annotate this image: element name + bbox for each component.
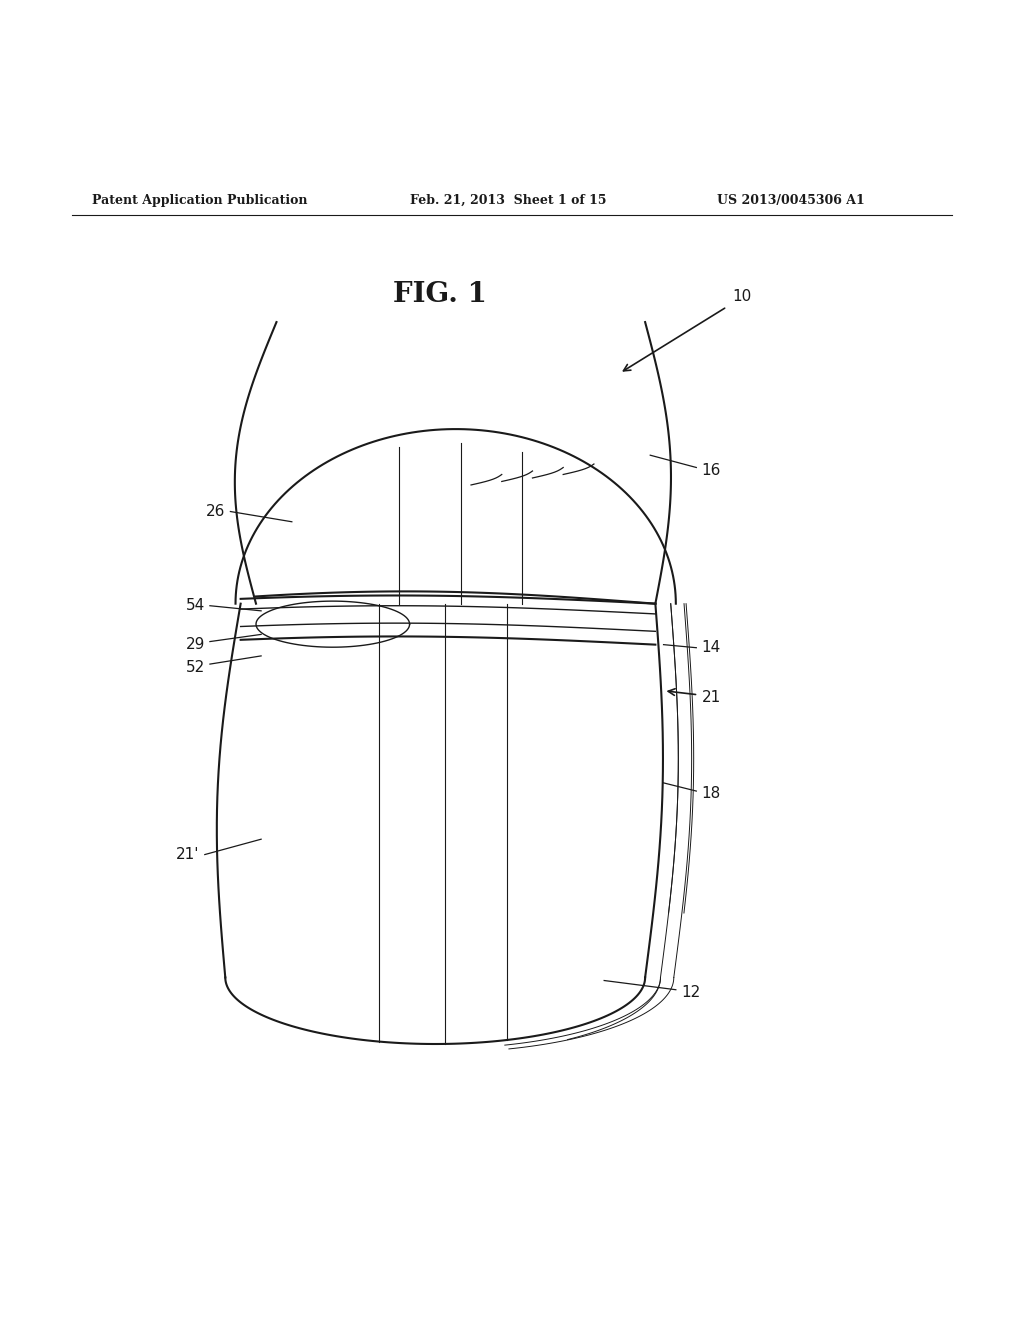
Text: 10: 10 [732, 289, 752, 304]
Text: 21: 21 [701, 690, 721, 705]
Text: 18: 18 [701, 785, 721, 801]
Text: 12: 12 [681, 985, 700, 1001]
Text: Patent Application Publication: Patent Application Publication [92, 194, 307, 207]
Text: 14: 14 [701, 640, 721, 655]
Text: 52: 52 [185, 660, 205, 675]
Text: 16: 16 [701, 463, 721, 478]
Text: 54: 54 [185, 598, 205, 614]
Text: 26: 26 [206, 504, 225, 519]
Text: 29: 29 [185, 638, 205, 652]
Text: Feb. 21, 2013  Sheet 1 of 15: Feb. 21, 2013 Sheet 1 of 15 [410, 194, 606, 207]
Text: FIG. 1: FIG. 1 [393, 281, 487, 308]
Text: 21': 21' [176, 847, 200, 862]
Text: US 2013/0045306 A1: US 2013/0045306 A1 [717, 194, 864, 207]
